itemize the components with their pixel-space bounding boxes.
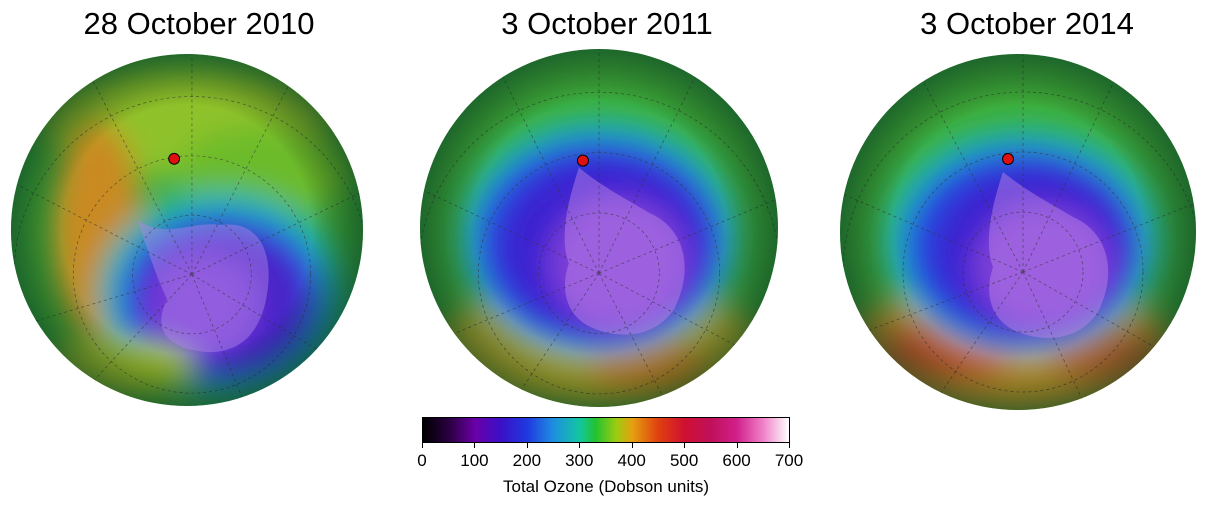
colorbar-tick [474,443,476,448]
colorbar-tick [579,443,581,448]
colorbar-tick-label: 300 [565,451,594,470]
location-marker [168,152,181,165]
panel-title-2011: 3 October 2011 [501,6,713,41]
colorbar-tick [631,443,633,448]
colorbar-tick-label: 100 [460,451,489,470]
ozone-field-2011 [420,49,778,407]
colorbar-tick-label: 700 [774,451,804,470]
colorbar-tick [526,443,528,448]
ozone-field-2014 [840,54,1196,410]
colorbar-tick-label: 0 [417,451,427,470]
panel-title-2010: 28 October 2010 [83,6,315,41]
ozone-globe-2014 [840,54,1196,410]
colorbar-tick-label: 500 [669,451,699,470]
colorbar-label: Total Ozone (Dobson units) [503,477,709,496]
location-marker [576,154,589,167]
ozone-globe-2011 [420,49,778,407]
colorbar-tick-label: 600 [722,451,751,470]
colorbar-tick [684,443,686,448]
colorbar-tick [789,443,790,448]
colorbar-tick [422,443,423,448]
colorbar-tick [736,443,738,448]
location-marker [1002,153,1014,165]
colorbar-tick-label: 200 [512,451,542,470]
colorbar-tick-label: 400 [617,451,646,470]
ozone-globe-2010 [10,53,364,407]
ozone-colorbar [422,417,790,443]
ozone-field-2010 [10,53,364,407]
panel-title-2014: 3 October 2014 [920,6,1134,41]
